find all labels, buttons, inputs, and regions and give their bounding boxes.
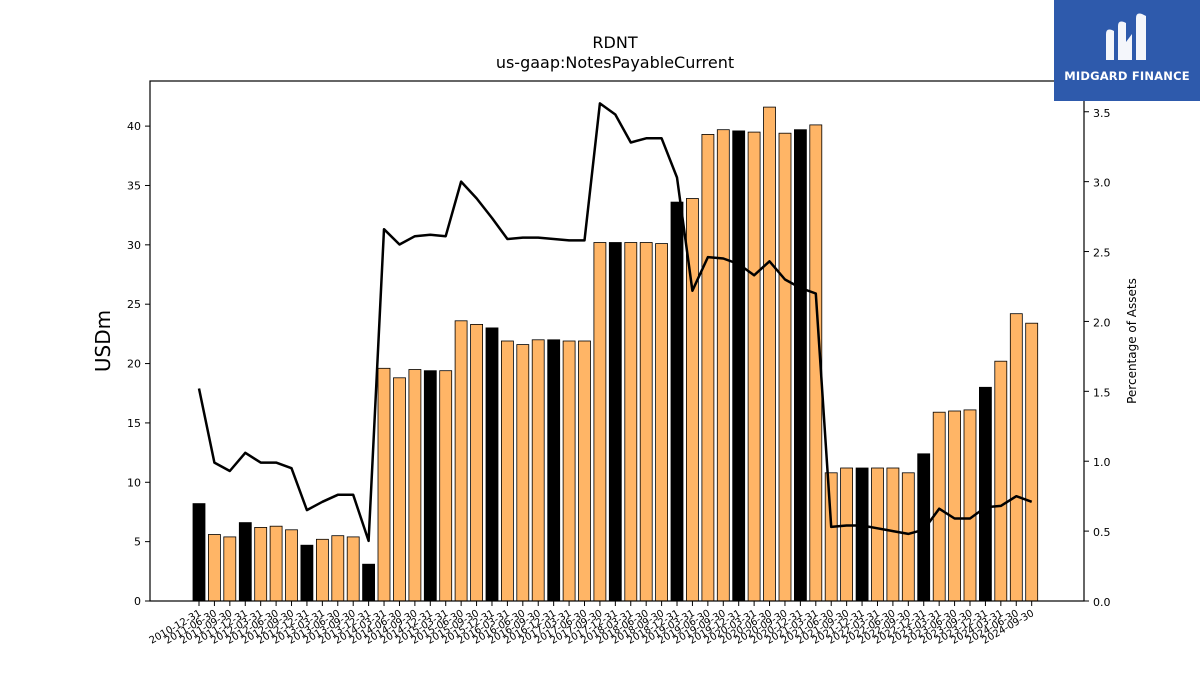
- bar-2019-09-30: [716, 129, 730, 602]
- bar-series: [192, 106, 1039, 602]
- bar-2013-03-31: [315, 538, 329, 602]
- bar-2014-09-30: [408, 369, 422, 602]
- bar-2014-06-30: [393, 377, 406, 602]
- chart-subtitle: us-gaap:NotesPayableCurrent: [496, 53, 734, 72]
- bar-2011-12-31: [238, 522, 252, 602]
- y-right-tick-label: 2.0: [1093, 316, 1111, 329]
- bar-2020-03-31: [747, 131, 761, 602]
- y-tick-label: 10: [127, 476, 141, 489]
- bar-2015-06-30: [454, 320, 468, 602]
- bar-2014-12-31: [423, 370, 437, 602]
- bar-2018-12-31: [670, 201, 684, 602]
- bar-2015-12-31: [485, 327, 499, 602]
- bar-2010-12-31: [192, 503, 206, 602]
- y-tick-label: 35: [127, 179, 141, 192]
- bar-2022-12-31: [917, 453, 931, 602]
- bar-2015-09-30: [470, 323, 484, 602]
- bar-2012-12-31: [300, 544, 314, 602]
- y-axis-left: 0 5 10 15 20 25 30 35 40: [127, 120, 150, 608]
- y-right-tick-label: 0.5: [1093, 526, 1111, 539]
- bar-2015-03-31: [439, 370, 453, 602]
- y-tick-label: 20: [127, 358, 141, 371]
- y-axis-right: 0.0 0.5 1.0 1.5 2.0 2.5 3.0 3.5: [1084, 107, 1111, 609]
- y-right-tick-label: 0.0: [1093, 596, 1111, 609]
- y-right-tick-label: 3.0: [1093, 177, 1111, 190]
- bar-2016-09-30: [531, 339, 545, 602]
- bar-2021-12-31: [855, 467, 869, 602]
- bar-2020-09-30: [778, 132, 792, 602]
- bar-2018-03-31: [624, 242, 638, 602]
- logo-text: MIDGARD FINANCE: [1064, 69, 1190, 83]
- y-axis-label-left: USDm: [91, 310, 115, 372]
- bar-2022-03-31: [871, 467, 884, 602]
- y-tick-label: 25: [127, 298, 141, 311]
- bar-2016-06-30: [516, 344, 530, 602]
- bar-2016-12-31: [547, 339, 561, 602]
- bar-2017-06-30: [578, 340, 591, 602]
- bar-2013-09-30: [346, 536, 360, 602]
- bar-2019-06-30: [701, 133, 715, 602]
- midgard-logo-icon: [1106, 13, 1146, 60]
- y-tick-label: 0: [134, 595, 141, 608]
- bar-2017-09-30: [593, 242, 607, 602]
- bar-2024-03-31: [994, 360, 1008, 602]
- bar-2017-12-31: [608, 242, 622, 602]
- bar-2023-06-30: [948, 410, 961, 602]
- bar-2014-03-31: [377, 367, 391, 602]
- bar-2020-06-30: [763, 106, 776, 602]
- bar-2012-09-30: [285, 529, 298, 602]
- bar-2019-12-31: [732, 130, 746, 602]
- bar-2023-09-30: [963, 409, 977, 602]
- bar-2018-09-30: [655, 243, 668, 602]
- y-tick-label: 30: [127, 239, 141, 252]
- bar-2020-12-31: [794, 129, 807, 602]
- y-axis-label-right: Percentage of Assets: [1125, 278, 1139, 404]
- bar-2013-12-31: [362, 563, 376, 602]
- y-right-tick-label: 3.5: [1093, 107, 1111, 120]
- bar-2023-03-31: [932, 411, 946, 602]
- y-tick-label: 15: [127, 417, 141, 430]
- bar-2024-06-30: [1009, 313, 1023, 602]
- y-right-tick-label: 1.5: [1093, 386, 1111, 399]
- bar-2024-09-30: [1025, 322, 1039, 602]
- chart-title: RDNT: [592, 33, 637, 52]
- bar-2022-06-30: [886, 467, 900, 602]
- bar-2016-03-31: [500, 340, 514, 602]
- y-right-tick-label: 1.0: [1093, 456, 1111, 469]
- y-right-tick-label: 2.5: [1093, 247, 1111, 260]
- x-axis: 2010-12-312011-06-302011-09-302011-12-31…: [148, 601, 1036, 647]
- bar-2017-03-31: [562, 340, 576, 602]
- y-tick-label: 40: [127, 120, 141, 133]
- plot-frame: [149, 80, 1085, 602]
- bar-2012-03-31: [254, 527, 268, 602]
- bar-2011-09-30: [223, 536, 237, 602]
- bar-2018-06-30: [639, 242, 653, 602]
- bar-2013-06-30: [331, 535, 345, 602]
- bar-2023-12-31: [979, 386, 992, 602]
- bar-2012-06-30: [269, 525, 283, 602]
- y-tick-label: 5: [134, 536, 141, 549]
- bar-2021-06-30: [824, 472, 838, 602]
- bar-2022-09-30: [901, 472, 915, 602]
- percentage-line: [197, 102, 1033, 543]
- midgard-finance-logo: MIDGARD FINANCE: [1054, 0, 1200, 101]
- bar-2021-09-30: [840, 467, 853, 602]
- bar-2011-06-30: [207, 534, 221, 602]
